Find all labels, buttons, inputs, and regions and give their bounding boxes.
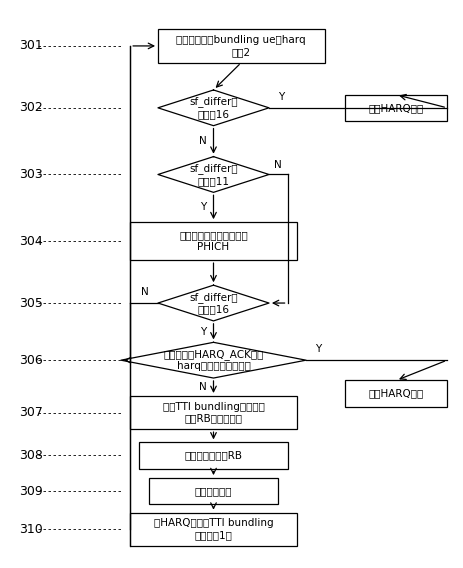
Text: 根据物理层解调结果反馈
PHICH: 根据物理层解调结果反馈 PHICH (179, 231, 247, 252)
Text: 302: 302 (19, 101, 43, 114)
Bar (130, 512, 296, 546)
Text: Y: Y (278, 92, 284, 102)
Text: 回收HARQ进程: 回收HARQ进程 (368, 103, 423, 113)
Text: N: N (273, 160, 281, 170)
Text: 分配相同位置的RB: 分配相同位置的RB (184, 450, 242, 461)
Text: 308: 308 (19, 449, 43, 462)
Polygon shape (157, 285, 269, 321)
Bar (130, 396, 296, 429)
Text: 遍历调度过的bundling ue的harq
链表2: 遍历调度过的bundling ue的harq 链表2 (176, 35, 306, 57)
Polygon shape (157, 90, 269, 126)
Text: 305: 305 (19, 296, 43, 310)
Text: N: N (141, 287, 149, 297)
Text: 将HARQ添加到TTI bundling
重传链表1中: 将HARQ添加到TTI bundling 重传链表1中 (153, 519, 273, 540)
Text: 填写TTI bundling非自适应
重传RB分配的输入: 填写TTI bundling非自适应 重传RB分配的输入 (162, 402, 264, 423)
Text: 解调结果为HARQ_ACK或者
harq超过最大重传次数: 解调结果为HARQ_ACK或者 harq超过最大重传次数 (163, 349, 263, 371)
Text: N: N (198, 382, 206, 392)
Bar (139, 442, 287, 469)
Text: sf_differ帧
差大于16: sf_differ帧 差大于16 (189, 97, 238, 119)
Text: N: N (198, 136, 206, 146)
Bar (344, 381, 446, 407)
Polygon shape (121, 343, 306, 378)
Bar (149, 478, 278, 504)
Bar (130, 222, 296, 260)
Text: 回收HARQ进程: 回收HARQ进程 (368, 389, 423, 399)
Bar (157, 30, 324, 62)
Text: 307: 307 (19, 406, 43, 419)
Text: 301: 301 (19, 39, 43, 52)
Text: 310: 310 (19, 523, 43, 536)
Text: 303: 303 (19, 168, 43, 181)
Polygon shape (157, 157, 269, 193)
Text: 309: 309 (19, 485, 43, 498)
Text: 306: 306 (19, 354, 43, 367)
Bar (344, 95, 446, 121)
Text: Y: Y (314, 344, 321, 354)
Text: 封装层间接口: 封装层间接口 (194, 486, 232, 496)
Text: Y: Y (200, 202, 206, 212)
Text: sf_differ帧
差等于11: sf_differ帧 差等于11 (189, 163, 238, 186)
Text: 304: 304 (19, 235, 43, 248)
Text: sf_differ帧
差等于16: sf_differ帧 差等于16 (189, 292, 238, 314)
Text: Y: Y (200, 327, 206, 337)
